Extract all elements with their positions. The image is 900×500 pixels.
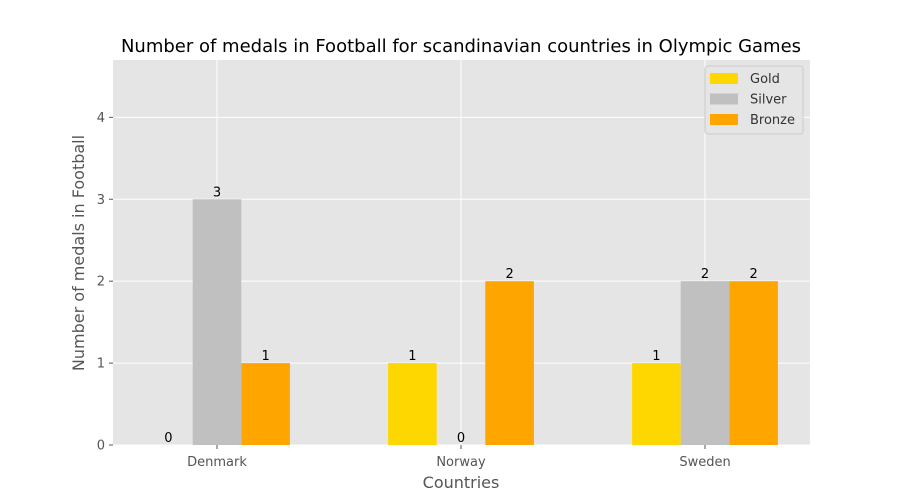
bar-gold [632, 363, 681, 445]
y-tick-label: 0 [97, 439, 105, 454]
y-tick-label: 4 [97, 111, 105, 126]
bar-value-label: 2 [505, 267, 513, 282]
x-tick-label: Denmark [187, 455, 247, 470]
chart-title: Number of medals in Football for scandin… [121, 36, 801, 57]
bar-silver [680, 281, 730, 445]
bar-value-label: 2 [701, 267, 709, 282]
bar-gold [388, 363, 437, 445]
bar-value-label: 0 [457, 431, 465, 446]
data-labels: 0 1 1 3 0 2 1 2 2 [164, 185, 757, 446]
y-tick-label: 2 [97, 275, 105, 290]
bar-silver [192, 199, 242, 445]
legend-swatch-gold [710, 73, 738, 84]
x-axis-label: Countries [423, 473, 500, 492]
bar-value-label: 0 [164, 431, 172, 446]
bar-value-label: 1 [261, 349, 269, 364]
legend-label-bronze: Bronze [750, 113, 795, 128]
bar-value-label: 1 [408, 349, 416, 364]
bar-value-label: 2 [749, 267, 757, 282]
x-tick-label: Sweden [679, 455, 730, 470]
bar-value-label: 3 [213, 185, 221, 200]
bars [192, 199, 778, 445]
legend-label-gold: Gold [750, 72, 780, 87]
bar-bronze [241, 363, 290, 445]
bar-bronze [729, 281, 778, 445]
legend-swatch-bronze [710, 114, 738, 125]
bar-bronze [485, 281, 534, 445]
legend-swatch-silver [710, 93, 738, 105]
y-tick-label: 1 [97, 357, 105, 372]
bar-value-label: 1 [652, 349, 660, 364]
axis-ticks: 0 1 2 3 4 Denmark Norway Sweden [97, 111, 731, 470]
y-tick-label: 3 [97, 193, 105, 208]
legend: Gold Silver Bronze [704, 65, 804, 135]
y-axis-label: Number of medals in Football [69, 135, 88, 371]
legend-label-silver: Silver [750, 93, 787, 108]
x-tick-label: Norway [436, 455, 486, 470]
